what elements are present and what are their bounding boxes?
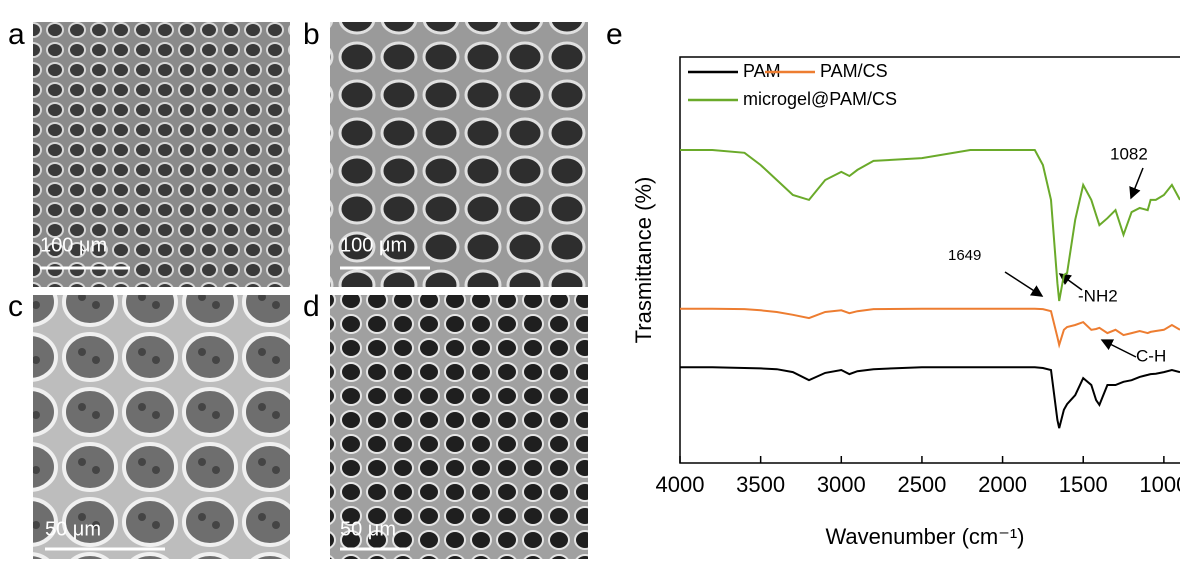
annotation: 1082 — [1110, 144, 1148, 163]
x-tick-label: 1500 — [1059, 472, 1108, 497]
y-axis-label: Trasmittance (%) — [631, 177, 656, 344]
spectrum-line — [680, 149, 1180, 302]
panel-letter: b — [303, 18, 320, 51]
scale-label: 100 μm — [40, 234, 107, 256]
arrow — [1100, 339, 1137, 358]
spectrum-line — [680, 307, 1180, 349]
spectrum-line — [680, 366, 1180, 429]
panel-letter: e — [606, 18, 623, 51]
x-axis-label: Wavenumber (cm⁻¹) — [825, 524, 1024, 549]
x-tick-label: 2500 — [897, 472, 946, 497]
x-tick-label: 1000 — [1139, 472, 1180, 497]
sem-image — [330, 22, 588, 287]
legend-label: PAM/CS — [820, 61, 888, 81]
sem-image — [330, 295, 588, 559]
arrow — [1004, 271, 1044, 297]
sem-image — [33, 295, 290, 559]
plot-frame — [679, 56, 1180, 464]
sem-image — [33, 22, 290, 287]
x-tick-label: 4000 — [656, 472, 705, 497]
legend-label: microgel@PAM/CS — [743, 89, 897, 109]
annotation: -NH2 — [1078, 286, 1118, 305]
panel-letter: a — [8, 18, 25, 51]
x-tick-label: 3000 — [817, 472, 866, 497]
panel-letter: d — [303, 290, 320, 323]
x-tick-label: 2000 — [978, 472, 1027, 497]
panel-letter: c — [8, 290, 23, 323]
annotation: 1649 — [948, 247, 981, 264]
annotation: C-H — [1136, 346, 1166, 365]
scale-label: 50 μm — [340, 518, 396, 540]
arrow — [1129, 167, 1144, 200]
scale-label: 50 μm — [45, 518, 101, 540]
scale-label: 100 μm — [340, 234, 407, 256]
x-tick-label: 3500 — [736, 472, 785, 497]
legend-label: PAM — [743, 61, 781, 81]
